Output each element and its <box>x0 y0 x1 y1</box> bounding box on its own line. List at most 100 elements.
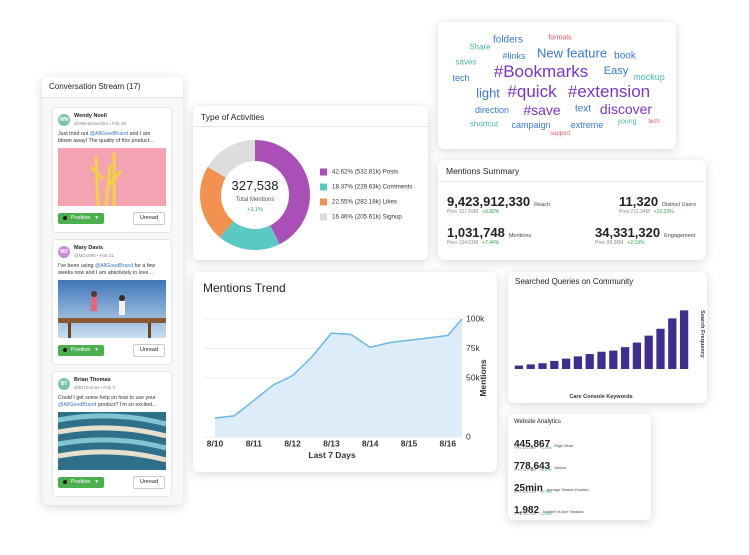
metric-value: 11,320 <box>619 194 659 209</box>
metric-change: +8.76% <box>539 490 552 494</box>
post-card: MD Mary Davis @MD1995 • Feb 21 I've been us… <box>52 239 172 365</box>
cloud-word: #links <box>502 51 526 61</box>
line-chart: 0 50k 75k 100k 8/10 8/11 8/12 8/13 8/14 8/15 8/16 L… <box>203 313 488 460</box>
cloud-word: #quick <box>507 82 557 101</box>
metric-prev-row: Prev 165.34M +8.76% <box>514 490 552 494</box>
text: and I am blown away! The quality of this… <box>58 131 154 144</box>
x-tick-label: 8/13 <box>323 438 340 448</box>
metric-prev-row: Prev 154.01M +7.44% <box>447 240 499 246</box>
metric-value: 445,867 <box>514 439 551 450</box>
cloud-word: direction <box>474 105 510 115</box>
metric-label: Number of User Sessions <box>543 510 584 514</box>
bar <box>656 328 665 369</box>
cloud-word: saves <box>455 57 477 67</box>
center-value: 327,538 <box>232 178 279 193</box>
avatar: BT <box>58 378 70 390</box>
cloud-word: tech <box>452 73 470 83</box>
cloud-word: campaign <box>511 120 551 130</box>
cloud-word: Share <box>469 42 491 52</box>
cloud-word: New feature <box>536 45 608 61</box>
post-image <box>58 148 166 206</box>
cloud-word: book <box>614 50 636 62</box>
sentiment-dot <box>63 215 67 220</box>
metric: 445,867 Page Views <box>514 434 573 452</box>
queries-panel: Searched Queries on Community Care Consol… <box>508 272 707 403</box>
y-tick-label: 100k <box>466 313 485 323</box>
legend-label: 18.37% (229.63k) Comments <box>332 184 412 191</box>
image-shape <box>58 437 166 451</box>
y-tick-label: 75k <box>466 343 480 353</box>
website-panel: Website Analytics 445,867 Page Views Prev 1… <box>508 414 651 520</box>
bar <box>526 364 535 369</box>
center-label: Total Mentions <box>236 197 275 203</box>
unread-button[interactable]: Unread <box>133 476 165 489</box>
cloud-word: #extension <box>567 82 651 101</box>
image-shape <box>148 323 151 338</box>
cloud-word: support <box>549 131 571 137</box>
metric: 34,331,320 Engagement <box>595 224 695 242</box>
metric-label: Mentions <box>508 233 532 239</box>
cloud-word: mockup <box>633 72 665 82</box>
metric-prev: Prev 165.34M <box>514 468 537 472</box>
cloud-word: young <box>617 118 637 126</box>
image-shape <box>104 164 112 206</box>
bar <box>668 318 677 369</box>
bar <box>561 358 571 369</box>
donut-chart: 42.62% (532.81k) Posts 18.37% (229.63k) C… <box>200 140 412 250</box>
conversation-panel: Conversation Stream (17) WN Wendy Noell @We… <box>42 77 183 505</box>
image-shape <box>108 170 122 186</box>
metric-value: 34,331,320 <box>595 225 661 240</box>
metric-value: 778,643 <box>514 461 551 472</box>
x-tick-label: 8/14 <box>362 438 379 448</box>
metric-label: Average Session Duration <box>546 488 589 492</box>
x-tick-label: 8/12 <box>284 438 301 448</box>
author-name: Brian Thomas <box>74 377 111 383</box>
metric-change: +6.43% <box>539 468 552 472</box>
bar <box>514 365 524 369</box>
chart-title: Type of Activities <box>201 112 265 122</box>
metric-change: +7.44% <box>482 240 500 246</box>
image-shape <box>58 413 166 427</box>
image-shape <box>58 449 166 463</box>
post-meta: @WendyNoell23 • Feb 28 <box>74 121 126 126</box>
cloud-word: #Bookmarks <box>493 62 589 81</box>
sentiment-button[interactable]: Positive ▾ <box>58 477 104 488</box>
center-change: +3.1% <box>247 207 263 213</box>
bar <box>585 354 594 369</box>
image-shape <box>58 318 166 323</box>
metric-change: +3.28% <box>539 446 552 450</box>
legend-label: 42.62% (532.81k) Posts <box>332 169 398 176</box>
bar <box>632 342 642 369</box>
legend-label: 16.46% (205.61k) Signup <box>332 214 402 221</box>
sentiment-button[interactable]: Positive ▾ <box>58 345 104 356</box>
donut-segment <box>207 140 255 178</box>
metric-prev: Prev 154.01M <box>447 240 479 246</box>
bar <box>573 356 583 369</box>
cloud-word: Easy <box>603 65 629 77</box>
cloud-word: discover <box>599 101 653 117</box>
sentiment-button[interactable]: Positive ▾ <box>58 213 104 224</box>
post-card: WN Wendy Noell @WendyNoell23 • Feb 28 Just … <box>52 107 172 233</box>
y-tick-label: 50k <box>466 372 480 382</box>
mentions-summary-panel: Mentions Summary 9,423,912,330 Reach Prev 1… <box>438 160 706 260</box>
post-text: Could I get some help on how to use your… <box>58 395 164 408</box>
cloud-word: light <box>476 85 500 101</box>
metric-value: 9,423,912,330 <box>447 194 531 209</box>
cloud-word: shortcut <box>469 119 499 129</box>
author-name: Mary Davis <box>74 245 104 251</box>
avatar: MD <box>58 246 70 258</box>
unread-button[interactable]: Unread <box>133 212 165 225</box>
bar <box>679 310 689 369</box>
trend-panel: Mentions Trend 0 50k 75k 100k 8/10 8/11 8/12 8/1… <box>193 272 497 472</box>
metric: 25min Average Session Duration <box>514 478 589 496</box>
bar <box>597 351 606 369</box>
bar <box>644 335 653 369</box>
image-shape <box>94 156 100 206</box>
unread-button[interactable]: Unread <box>133 344 165 357</box>
panel-title: Conversation Stream (17) <box>49 82 141 91</box>
text: Just tried out <box>58 131 90 137</box>
metric-prev: Prev 211.34M <box>619 209 650 215</box>
metric-prev-row: Prev 165.34M +3.23% <box>514 512 552 516</box>
metric-prev: Prev 165.34M <box>514 446 537 450</box>
